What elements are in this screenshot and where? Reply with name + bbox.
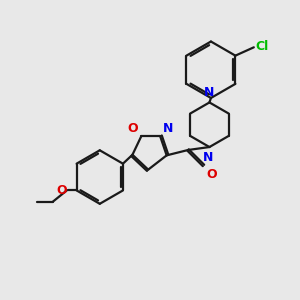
Text: O: O bbox=[206, 168, 217, 181]
Text: N: N bbox=[163, 122, 173, 134]
Text: N: N bbox=[203, 151, 213, 164]
Text: N: N bbox=[204, 86, 214, 99]
Text: O: O bbox=[56, 184, 67, 197]
Text: Cl: Cl bbox=[255, 40, 268, 53]
Text: O: O bbox=[128, 122, 138, 134]
